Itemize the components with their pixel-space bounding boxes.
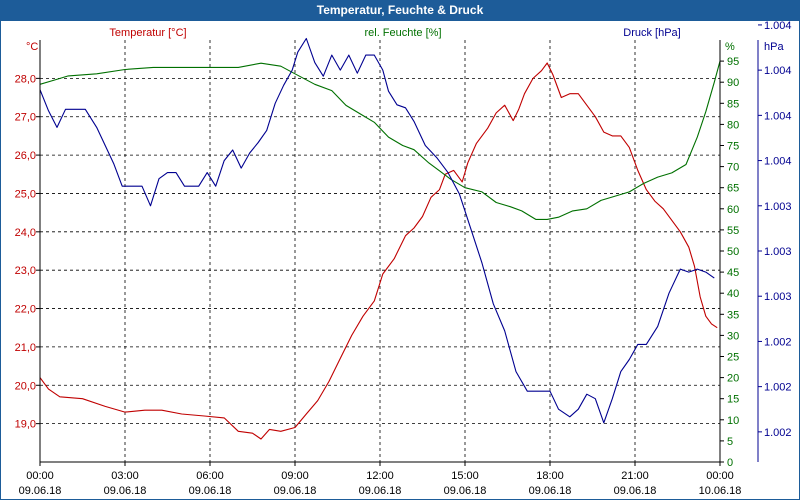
tick-label-hum: 60 — [727, 204, 739, 216]
unit-label-hpa: hPa — [764, 41, 784, 53]
tick-label-date: 09.06.18 — [614, 485, 657, 497]
tick-label-press: 1.003 — [764, 291, 792, 303]
axes: 19,0 20,0 21,0 22,0 23,0 24,0 25,0 26,0 27,0 28,0… — [15, 20, 792, 497]
tick-label-hum: 30 — [727, 330, 739, 342]
tick-label-time: 03:00 — [111, 470, 139, 482]
tick-label-time: 00:00 — [706, 470, 734, 482]
tick-label-temp: 21,0 — [15, 342, 36, 354]
tick-label-date: 09.06.18 — [359, 485, 402, 497]
tick-label-date: 09.06.18 — [444, 485, 487, 497]
tick-label-time: 18:00 — [536, 470, 564, 482]
tick-label-temp: 26,0 — [15, 150, 36, 162]
tick-label-press: 1.003 — [764, 201, 792, 213]
tick-label-hum: 45 — [727, 267, 739, 279]
tick-label-hum: 50 — [727, 246, 739, 258]
tick-label-press: 1.002 — [764, 427, 792, 439]
tick-label-press: 1.002 — [764, 382, 792, 394]
tick-label-hum: 65 — [727, 183, 739, 195]
tick-label-hum: 25 — [727, 352, 739, 364]
tick-label-temp: 23,0 — [15, 265, 36, 277]
tick-label-hum: 75 — [727, 141, 739, 153]
tick-label-hum: 70 — [727, 162, 739, 174]
tick-label-temp: 24,0 — [15, 227, 36, 239]
tick-label-hum: 95 — [727, 56, 739, 68]
tick-label-date: 09.06.18 — [529, 485, 572, 497]
tick-label-press: 1.004 — [764, 20, 792, 32]
tick-label-hum: 40 — [727, 288, 739, 300]
tick-label-temp: 22,0 — [15, 304, 36, 316]
tick-label-temp: 20,0 — [15, 380, 36, 392]
tick-label-hum: 10 — [727, 415, 739, 427]
tick-label-press: 1.004 — [764, 156, 792, 168]
tick-label-time: 06:00 — [196, 470, 224, 482]
tick-label-hum: 35 — [727, 309, 739, 321]
legend-druck: Druck [hPa] — [623, 27, 680, 39]
series-line-hum — [39, 60, 721, 220]
gridlines — [40, 40, 720, 462]
tick-label-hum: 85 — [727, 98, 739, 110]
chart-title: Temperatur, Feuchte & Druck — [0, 0, 800, 20]
tick-label-time: 00:00 — [26, 470, 54, 482]
tick-label-temp: 28,0 — [15, 73, 36, 85]
tick-label-temp: 25,0 — [15, 188, 36, 200]
tick-label-time: 09:00 — [281, 470, 309, 482]
tick-label-time: 12:00 — [366, 470, 394, 482]
tick-label-time: 21:00 — [621, 470, 649, 482]
legend-temperatur: Temperatur [°C] — [109, 27, 186, 39]
tick-label-hum: 80 — [727, 119, 739, 131]
tick-label-press: 1.003 — [764, 246, 792, 258]
series-line-temp — [39, 62, 718, 440]
legend-feuchte: rel. Feuchte [%] — [364, 27, 441, 39]
series-lines — [39, 37, 721, 440]
tick-label-press: 1.004 — [764, 110, 792, 122]
tick-label-hum: 15 — [727, 394, 739, 406]
tick-label-date: 09.06.18 — [19, 485, 62, 497]
tick-label-hum: 55 — [727, 225, 739, 237]
tick-label-hum: 5 — [727, 436, 733, 448]
tick-label-time: 15:00 — [451, 470, 479, 482]
tick-label-press: 1.004 — [764, 65, 792, 77]
tick-label-hum: 20 — [727, 373, 739, 385]
series-line-press — [39, 37, 715, 424]
tick-label-date: 10.06.18 — [699, 485, 742, 497]
tick-label-hum: 0 — [727, 457, 733, 469]
tick-label-date: 09.06.18 — [189, 485, 232, 497]
unit-label-percent: % — [725, 41, 735, 53]
unit-label-celsius: °C — [26, 41, 38, 53]
tick-label-hum: 90 — [727, 77, 739, 89]
tick-label-temp: 19,0 — [15, 419, 36, 431]
tick-label-temp: 27,0 — [15, 112, 36, 124]
tick-label-date: 09.06.18 — [274, 485, 317, 497]
tick-label-date: 09.06.18 — [104, 485, 147, 497]
tick-label-press: 1.002 — [764, 336, 792, 348]
